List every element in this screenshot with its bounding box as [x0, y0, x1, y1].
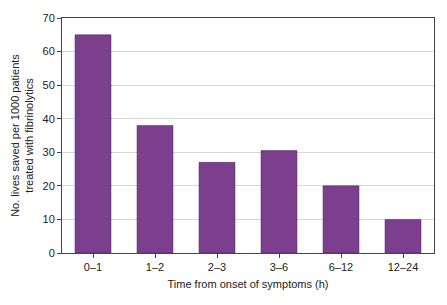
svg-text:60: 60: [43, 45, 55, 57]
svg-text:6–12: 6–12: [329, 261, 353, 273]
svg-text:70: 70: [43, 12, 55, 24]
svg-text:2–3: 2–3: [208, 261, 226, 273]
svg-text:No. lives saved per 1000 patie: No. lives saved per 1000 patientstreated…: [9, 54, 35, 217]
svg-text:30: 30: [43, 146, 55, 158]
svg-text:20: 20: [43, 180, 55, 192]
svg-text:40: 40: [43, 113, 55, 125]
svg-text:50: 50: [43, 79, 55, 91]
svg-text:0–1: 0–1: [84, 261, 102, 273]
svg-text:3–6: 3–6: [270, 261, 288, 273]
svg-text:10: 10: [43, 213, 55, 225]
svg-text:0: 0: [49, 247, 55, 259]
svg-text:Time from onset of symptoms (h: Time from onset of symptoms (h): [168, 278, 329, 290]
svg-text:12–24: 12–24: [388, 261, 419, 273]
svg-text:1–2: 1–2: [146, 261, 164, 273]
